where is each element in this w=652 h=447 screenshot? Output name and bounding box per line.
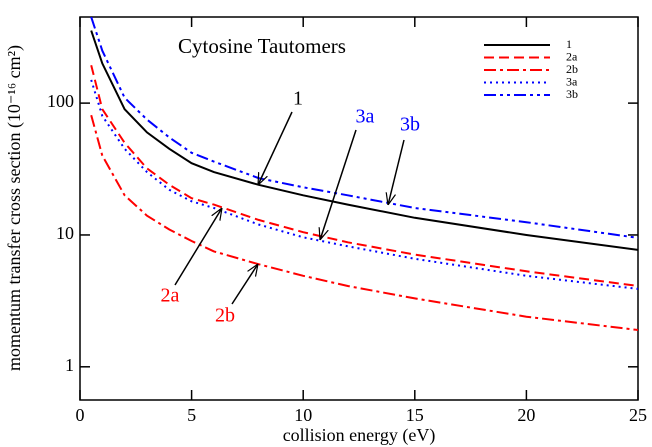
x-tick-label: 5 xyxy=(187,405,196,425)
legend-label: 1 xyxy=(566,37,572,51)
y-tick-label: 100 xyxy=(47,91,74,111)
legend-label: 3b xyxy=(566,87,578,101)
annotation-arrow xyxy=(174,208,222,286)
annotation-arrow xyxy=(231,264,258,305)
x-axis-label: collision energy (eV) xyxy=(283,425,436,446)
series-line xyxy=(90,30,638,251)
annotation: 2b xyxy=(215,305,235,327)
y-tick-label: 10 xyxy=(56,223,74,243)
y-axis-label: momentum transfer cross section (10⁻¹⁶ c… xyxy=(4,45,25,371)
annotation-arrow xyxy=(320,129,357,240)
legend-label: 3a xyxy=(566,74,578,88)
series-line xyxy=(90,17,638,239)
chart-title: Cytosine Tautomers xyxy=(178,34,346,58)
series-line xyxy=(90,114,638,331)
annotation-arrow xyxy=(388,139,405,205)
plot-frame xyxy=(79,16,639,401)
legend-label: 2b xyxy=(566,62,578,76)
series-line xyxy=(90,64,638,287)
annotation-arrow xyxy=(258,111,293,185)
x-tick-label: 10 xyxy=(294,405,312,425)
annotation: 2a xyxy=(161,285,180,307)
annotation: 3a xyxy=(356,106,375,128)
y-tick-label: 1 xyxy=(65,355,74,375)
annotation: 3b xyxy=(400,114,420,136)
legend-label: 2a xyxy=(566,49,578,63)
annotation: 1 xyxy=(293,88,303,110)
x-tick-label: 25 xyxy=(629,405,647,425)
x-tick-label: 15 xyxy=(406,405,424,425)
x-tick-label: 20 xyxy=(517,405,535,425)
x-tick-label: 0 xyxy=(76,405,85,425)
